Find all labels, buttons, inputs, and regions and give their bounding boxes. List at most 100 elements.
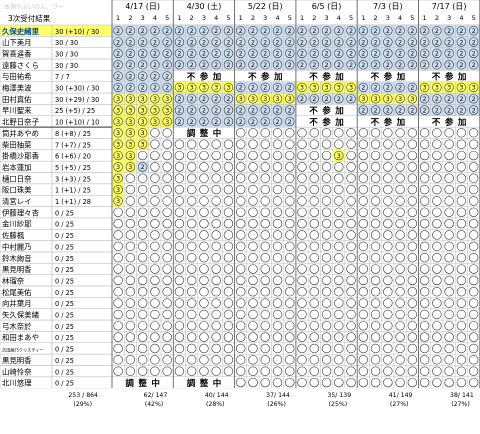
- slot-2-circle: [383, 105, 393, 115]
- slot-circle: [419, 184, 430, 195]
- slot-circle: [309, 275, 319, 286]
- member-count: 1 (+1) / 28: [55, 198, 91, 206]
- slot-circle: [199, 230, 209, 240]
- slot-number: 2: [263, 85, 267, 92]
- slot-circle: [432, 218, 442, 229]
- slot-2-circle: [186, 25, 197, 36]
- slot-2-circle: [272, 105, 283, 115]
- slot-circle: [444, 184, 454, 195]
- slot-circle: [334, 377, 344, 388]
- slot-circle: [162, 150, 172, 161]
- member-name: 金川紗耶: [2, 220, 32, 229]
- slot-circle: [186, 366, 197, 376]
- slot-2-circle: [186, 37, 197, 47]
- slot-number: 2: [239, 51, 243, 58]
- slot-circle: [444, 264, 454, 274]
- slot-number: 2: [288, 62, 292, 69]
- slot-circle: [162, 355, 172, 365]
- slot-circle: [456, 139, 467, 149]
- slot-circle: [395, 241, 405, 252]
- member-count: 30 / 30: [55, 50, 78, 58]
- slot-circle: [285, 162, 295, 172]
- slot-circle: [432, 173, 442, 183]
- slot-circle: [334, 128, 344, 138]
- slot-2-circle: [358, 60, 369, 70]
- member-count: 7 (+7) / 25: [55, 141, 91, 149]
- member-count: 30 (+30) / 30: [55, 85, 99, 93]
- slot-2-circle: [297, 94, 307, 104]
- slot-number: 2: [447, 28, 451, 35]
- slot-circle: [186, 150, 197, 161]
- slot-number: 2: [435, 107, 439, 114]
- slot-circle: [248, 230, 258, 240]
- slot-circle: [211, 298, 221, 308]
- slot-circle: [468, 162, 479, 172]
- slot-circle: [309, 332, 319, 342]
- slot-number: 3: [202, 85, 206, 92]
- slot-circle: [383, 252, 393, 263]
- part-number: 3: [447, 14, 451, 22]
- slot-circle: [211, 162, 221, 172]
- slot-circle: [444, 332, 454, 342]
- slot-circle: [150, 241, 160, 252]
- absent-label: 加: [396, 71, 406, 82]
- slot-circle: [223, 207, 234, 217]
- slot-circle: [309, 309, 319, 320]
- slot-number: 2: [288, 51, 292, 58]
- member-count: 7 / 7: [55, 73, 70, 81]
- slot-circle: [223, 218, 234, 229]
- slot-number: 2: [410, 107, 414, 114]
- slot-2-circle: [468, 25, 479, 36]
- slot-circle: [285, 298, 295, 308]
- slot-circle: [456, 298, 467, 308]
- slot-circle: [137, 298, 148, 308]
- slot-number: 2: [202, 39, 206, 46]
- slot-circle: [383, 241, 393, 252]
- slot-circle: [186, 139, 197, 149]
- slot-circle: [125, 207, 136, 217]
- slot-2-circle: [456, 37, 467, 47]
- slot-3-circle: [223, 82, 234, 93]
- slot-circle: [223, 287, 234, 297]
- slot-circle: [346, 241, 356, 252]
- slot-circle: [162, 173, 172, 183]
- slot-2-circle: [236, 37, 246, 47]
- absent-label: 参: [322, 71, 331, 82]
- slot-circle: [297, 366, 307, 376]
- slot-circle: [150, 139, 160, 149]
- slot-number: 2: [116, 73, 120, 80]
- slot-circle: [113, 128, 123, 138]
- slot-number: 2: [435, 51, 439, 58]
- slot-2-circle: [260, 37, 270, 47]
- slot-circle: [137, 173, 148, 183]
- footer-percent: (28%): [206, 401, 225, 408]
- slot-circle: [358, 241, 369, 252]
- slot-circle: [444, 298, 454, 308]
- slot-circle: [309, 162, 319, 172]
- slot-circle: [199, 207, 209, 217]
- slot-circle: [444, 377, 454, 388]
- slot-circle: [370, 184, 381, 195]
- slot-2-circle: [137, 48, 148, 59]
- slot-number: 2: [116, 62, 120, 69]
- slot-circle: [309, 184, 319, 195]
- slot-circle: [346, 230, 356, 240]
- slot-circle: [211, 366, 221, 376]
- slot-circle: [150, 321, 160, 331]
- adjusting-label: 調: [187, 128, 196, 139]
- slot-circle: [248, 139, 258, 149]
- slot-circle: [358, 150, 369, 161]
- slot-number: 2: [386, 39, 390, 46]
- slot-2-circle: [260, 105, 270, 115]
- slot-2-circle: [150, 37, 160, 47]
- slot-number: 3: [472, 85, 476, 92]
- slot-2-circle: [432, 105, 442, 115]
- slot-circle: [113, 309, 123, 320]
- sheet-title: 3次受付結果: [8, 13, 51, 23]
- slot-number: 3: [116, 119, 120, 126]
- slot-circle: [223, 343, 234, 354]
- slot-circle: [137, 128, 148, 138]
- slot-2-circle: [162, 60, 172, 70]
- slot-2-circle: [223, 94, 234, 104]
- slot-2-circle: [150, 71, 160, 81]
